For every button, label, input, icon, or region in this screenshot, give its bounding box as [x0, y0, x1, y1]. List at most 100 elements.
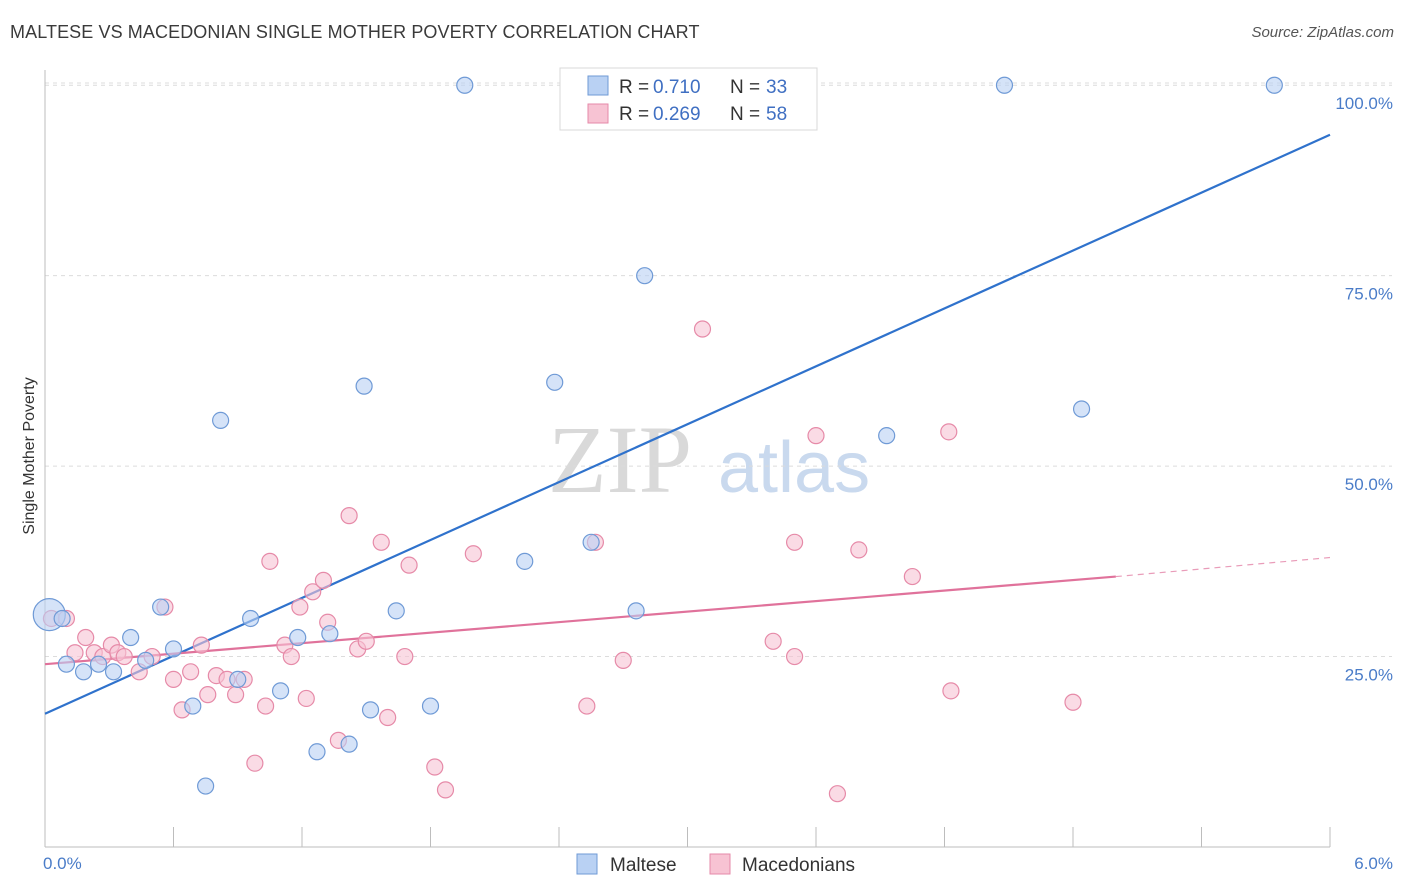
point-macedonian-44	[614, 651, 632, 669]
y-tick-label-50: 50.0%	[1345, 475, 1393, 494]
point-maltese-20	[355, 377, 373, 395]
point-maltese-23	[421, 697, 440, 715]
point-maltese-13	[229, 670, 247, 689]
point-maltese-25	[516, 552, 534, 570]
y-tick-label-75: 75.0%	[1345, 285, 1393, 304]
point-maltese-10	[184, 697, 202, 715]
point-macedonian-40	[436, 781, 455, 799]
legend-bottom-maltese: Maltese	[610, 855, 677, 876]
legend-n-value-2: 58	[766, 104, 787, 125]
point-macedonian-32	[340, 507, 358, 525]
point-maltese-2	[57, 655, 76, 673]
point-maltese-7	[137, 651, 155, 669]
axes: 25.0% 50.0% 75.0% 100.0% 0.0% 6.0%	[43, 70, 1393, 873]
y-axis-label: Single Mother Poverty	[21, 377, 38, 534]
point-maltese-22	[387, 602, 405, 620]
point-maltese-14	[242, 609, 260, 628]
point-macedonian-3	[77, 628, 95, 647]
point-macedonian-12	[164, 670, 183, 689]
point-macedonian-22	[256, 697, 275, 715]
legend-n-label-2: N =	[730, 104, 760, 125]
point-macedonian-53	[940, 423, 958, 441]
legend-bottom-swatch-macedonian	[709, 853, 731, 875]
point-macedonian-51	[850, 541, 868, 559]
legend-r-value-1: 0.710	[653, 77, 701, 98]
point-macedonian-8	[115, 647, 133, 666]
point-maltese-27	[582, 533, 600, 551]
point-maltese-11	[197, 777, 215, 795]
point-macedonian-36	[379, 708, 397, 727]
legend-bottom-swatch-maltese	[576, 853, 598, 875]
point-maltese-8	[152, 598, 170, 616]
data-points	[32, 76, 1283, 803]
point-macedonian-21	[246, 754, 264, 772]
point-macedonian-37	[396, 647, 414, 666]
point-maltese-3	[74, 663, 93, 681]
point-macedonian-50	[828, 785, 847, 803]
trend-line-maltese	[44, 133, 1331, 715]
point-maltese-5	[104, 663, 123, 681]
grid-lines	[45, 82, 1392, 658]
trend-line-macedonian-extension	[1115, 556, 1331, 578]
point-maltese-33	[1265, 76, 1283, 94]
point-macedonian-41	[464, 545, 482, 563]
point-maltese-9	[164, 640, 183, 658]
point-maltese-32	[1072, 400, 1091, 418]
point-maltese-16	[289, 628, 307, 647]
point-maltese-29	[636, 267, 654, 285]
point-maltese-31	[995, 76, 1014, 94]
point-maltese-24	[456, 76, 474, 94]
point-maltese-30	[878, 427, 896, 445]
point-maltese-15	[271, 682, 290, 700]
point-macedonian-42	[578, 697, 596, 715]
watermark-zip: ZIP	[548, 406, 692, 513]
point-maltese-19	[340, 735, 358, 753]
y-tick-label-100: 100.0%	[1335, 94, 1393, 113]
legend-r-label-2: R =	[619, 104, 649, 125]
legend-swatch-macedonian	[587, 103, 609, 124]
legend-n-value-1: 33	[766, 77, 787, 98]
point-macedonian-54	[942, 682, 960, 700]
point-macedonian-38	[400, 556, 418, 574]
watermark-atlas: atlas	[718, 428, 870, 508]
point-maltese-4	[89, 655, 108, 673]
point-maltese-21	[361, 701, 380, 719]
point-maltese-28	[627, 602, 645, 620]
legend-swatch-maltese	[587, 75, 609, 96]
point-maltese-18	[321, 625, 339, 643]
point-macedonian-19	[227, 686, 245, 704]
point-macedonian-26	[291, 598, 309, 616]
point-macedonian-23	[261, 552, 279, 570]
legend-bottom-macedonians: Macedonians	[742, 855, 855, 876]
point-macedonian-34	[357, 632, 375, 650]
trend-line-macedonian	[44, 575, 1116, 666]
chart-title: MALTESE VS MACEDONIAN SINGLE MOTHER POVE…	[10, 22, 700, 42]
y-tick-label-25: 25.0%	[1345, 666, 1393, 685]
point-maltese-1	[53, 609, 71, 628]
legend-r-label-1: R =	[619, 77, 649, 98]
legend-top: R = 0.710 N = 33 R = 0.269 N = 58	[559, 67, 818, 131]
point-maltese-6	[122, 628, 140, 647]
point-macedonian-15	[192, 636, 210, 654]
point-macedonian-52	[903, 567, 921, 586]
trend-lines	[44, 133, 1331, 715]
point-macedonian-49	[807, 427, 825, 445]
point-macedonian-16	[199, 686, 217, 704]
point-macedonian-28	[304, 583, 322, 601]
legend-n-label-1: N =	[730, 77, 760, 98]
chart-source: Source: ZipAtlas.com	[1251, 24, 1394, 41]
point-maltese-26	[546, 373, 564, 391]
point-macedonian-48	[785, 647, 804, 666]
point-macedonian-46	[764, 632, 782, 650]
point-macedonian-2	[66, 644, 84, 662]
point-macedonian-35	[372, 533, 390, 551]
point-maltese-17	[308, 743, 326, 761]
point-maltese-12	[212, 411, 230, 430]
point-macedonian-25	[282, 647, 300, 666]
point-macedonian-14	[182, 663, 200, 681]
point-macedonian-47	[785, 533, 804, 551]
point-macedonian-29	[314, 571, 333, 589]
legend-bottom: Maltese Macedonians	[576, 853, 855, 876]
x-tick-label-max: 6.0%	[1354, 854, 1393, 873]
